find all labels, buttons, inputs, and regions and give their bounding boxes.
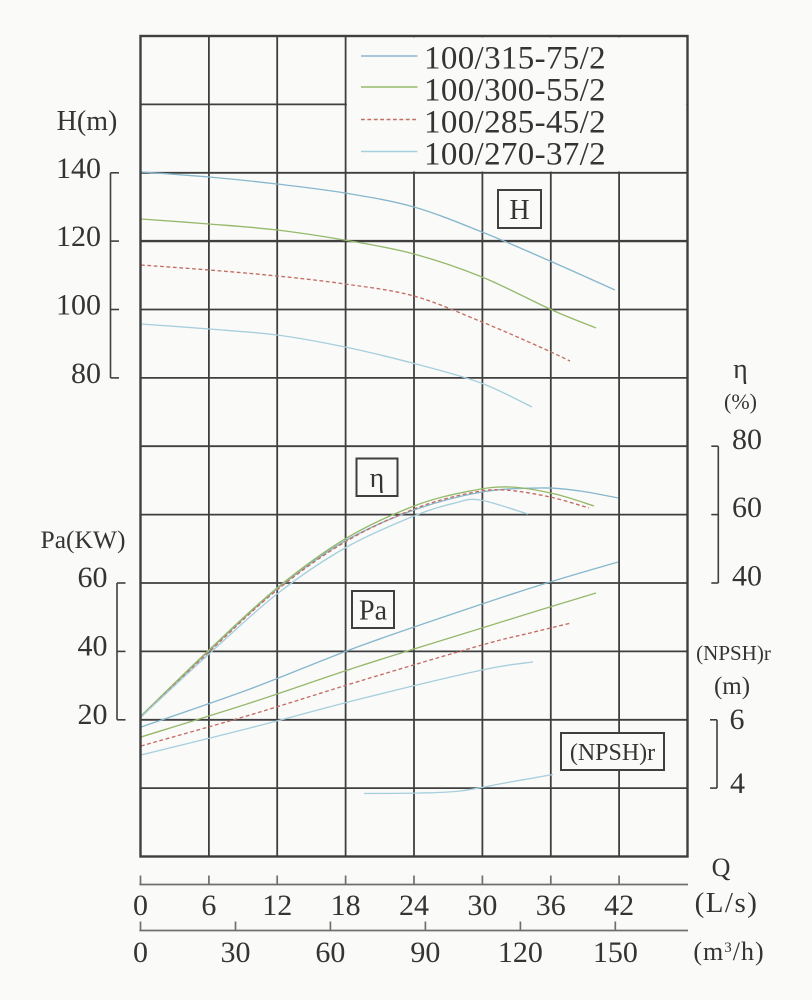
svg-text:(%): (%) [724,389,757,414]
svg-text:100/270-37/2: 100/270-37/2 [424,136,606,172]
svg-text:100: 100 [56,289,101,322]
svg-text:120: 120 [56,220,101,253]
svg-text:80: 80 [732,423,762,456]
svg-text:η: η [370,463,385,494]
svg-text:24: 24 [399,889,429,922]
svg-text:30: 30 [220,936,250,969]
svg-text:0: 0 [133,936,148,969]
svg-text:30: 30 [467,889,497,922]
svg-text:80: 80 [71,357,101,390]
svg-text:42: 42 [604,889,634,922]
svg-text:6: 6 [201,889,216,922]
svg-text:100/315-75/2: 100/315-75/2 [424,40,606,76]
svg-text:Q: Q [712,853,731,882]
svg-text:(L/s): (L/s) [695,887,759,919]
svg-text:(m): (m) [714,673,750,700]
svg-text:60: 60 [732,491,762,524]
svg-text:(NPSH)r: (NPSH)r [570,740,655,766]
svg-text:100/285-45/2: 100/285-45/2 [424,104,606,140]
svg-text:H(m): H(m) [57,106,118,137]
svg-text:6: 6 [730,703,745,736]
svg-text:150: 150 [593,936,638,969]
svg-text:η: η [733,354,748,385]
svg-text:0: 0 [133,889,148,922]
svg-text:18: 18 [331,889,361,922]
svg-text:(NPSH)r: (NPSH)r [696,641,771,665]
svg-text:140: 140 [56,152,101,185]
svg-text:12: 12 [262,889,292,922]
svg-text:120: 120 [498,936,543,969]
svg-text:20: 20 [78,698,108,731]
svg-text:36: 36 [536,889,566,922]
svg-text:40: 40 [732,560,762,593]
svg-text:4: 4 [730,767,745,800]
svg-text:60: 60 [315,936,345,969]
svg-text:100/300-55/2: 100/300-55/2 [424,72,606,108]
svg-text:Pa(KW): Pa(KW) [41,525,126,554]
svg-text:H: H [509,195,529,226]
svg-text:Pa: Pa [359,595,388,626]
svg-text:40: 40 [78,629,108,662]
svg-text:90: 90 [410,936,440,969]
svg-text:60: 60 [78,561,108,594]
